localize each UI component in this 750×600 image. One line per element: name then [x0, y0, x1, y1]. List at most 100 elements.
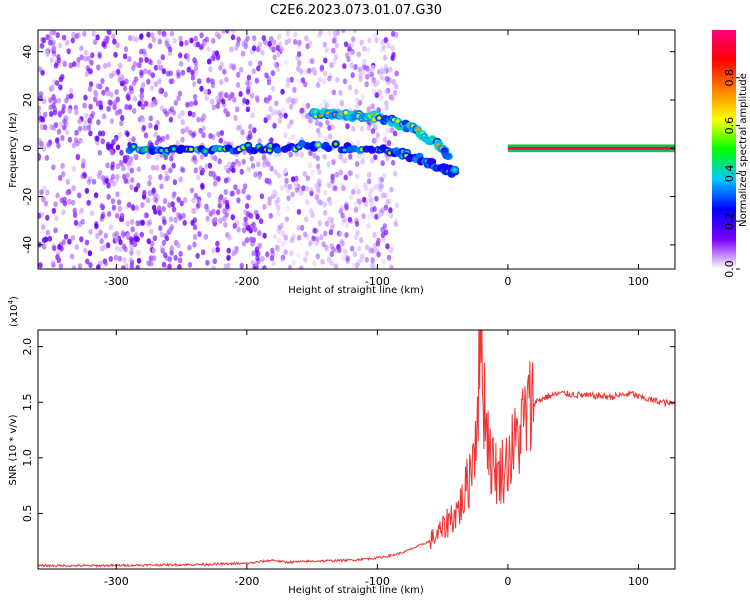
heatmap-cell: [178, 250, 183, 257]
heatmap-cell: [64, 97, 69, 104]
heatmap-cell: [238, 91, 243, 97]
heatmap-cell: [254, 261, 259, 268]
heatmap-cell: [216, 33, 222, 40]
heatmap-cell: [192, 234, 198, 240]
heatmap-cell: [224, 76, 229, 83]
heatmap-cell: [192, 208, 197, 215]
heatmap-cell: [82, 119, 88, 126]
heatmap-cell: [317, 168, 322, 175]
heatmap-cell: [338, 89, 343, 96]
heatmap-cell: [153, 197, 159, 204]
heatmap-cell: [299, 107, 305, 114]
heatmap-cell: [229, 46, 234, 53]
heatmap-cell: [117, 62, 123, 69]
heatmap-cell: [329, 243, 334, 250]
heatmap-cell: [54, 215, 59, 222]
heatmap-cell: [81, 158, 86, 165]
heatmap-cell: [231, 63, 236, 70]
heatmap-cell: [136, 249, 141, 256]
heatmap-cell: [82, 30, 87, 37]
heatmap-cell: [366, 125, 371, 132]
heatmap-cell: [222, 215, 227, 222]
heatmap-cell: [315, 82, 321, 89]
heatmap-cell: [101, 41, 106, 48]
heatmap-cell: [283, 132, 288, 139]
heatmap-cell: [368, 188, 374, 195]
heatmap-cell: [259, 193, 265, 200]
heatmap-cell: [177, 257, 183, 264]
heatmap-cell: [381, 44, 386, 51]
heatmap-cell: [324, 220, 330, 227]
heatmap-cell: [349, 49, 354, 56]
heatmap-cell: [203, 233, 209, 240]
heatmap-cell: [327, 30, 332, 36]
heatmap-cell: [42, 185, 47, 192]
heatmap-cell: [48, 39, 53, 46]
heatmap-cell: [217, 202, 222, 209]
heatmap-cell: [41, 37, 46, 44]
heatmap-cell: [193, 192, 199, 199]
x-tick-label: 0: [504, 575, 511, 588]
heatmap-cell: [253, 226, 258, 233]
heatmap-cell: [269, 137, 274, 144]
heatmap-cell: [121, 80, 126, 87]
heatmap-cell: [57, 110, 62, 117]
heatmap-cell: [94, 135, 99, 142]
heatmap-cell: [105, 162, 110, 169]
heatmap-cell: [38, 212, 42, 219]
heatmap-cell: [296, 224, 301, 231]
heatmap-cell: [299, 224, 305, 231]
heatmap-cell: [250, 162, 256, 169]
heatmap-cell: [210, 153, 215, 160]
heatmap-cell: [351, 36, 356, 43]
heatmap-cell: [377, 211, 382, 218]
heatmap-cell: [257, 138, 262, 145]
heatmap-cell: [315, 253, 320, 260]
heatmap-cell: [360, 158, 366, 165]
heatmap-cell: [246, 74, 252, 81]
heatmap-cell: [156, 135, 161, 142]
heatmap-cell: [358, 72, 363, 79]
heatmap-cell: [206, 58, 212, 65]
heatmap-cell: [231, 30, 236, 34]
heatmap-cell: [284, 97, 290, 103]
x-tick-label: -100: [365, 575, 390, 588]
heatmap-cell: [207, 191, 212, 198]
heatmap-cell: [70, 199, 76, 206]
heatmap-cell: [326, 161, 331, 168]
heatmap-cell: [128, 35, 133, 41]
heatmap-cell: [233, 184, 238, 191]
heatmap-cell: [379, 74, 384, 81]
heatmap-cell: [115, 163, 121, 170]
heatmap-cell: [335, 76, 340, 83]
heatmap-cell: [281, 240, 286, 247]
heatmap-cell: [88, 228, 93, 235]
heatmap-cell: [302, 231, 308, 238]
heatmap-cell: [83, 55, 88, 62]
heatmap-cell: [89, 113, 94, 120]
heatmap-cell: [139, 33, 144, 40]
heatmap-cell: [153, 131, 158, 138]
heatmap-cell: [236, 226, 241, 233]
heatmap-cell: [307, 117, 313, 124]
heatmap-cell: [119, 120, 124, 127]
heatmap-cell: [305, 175, 310, 182]
heatmap-cell: [144, 212, 149, 219]
heatmap-cell: [38, 154, 42, 161]
heatmap-cell: [298, 265, 304, 269]
heatmap-cell: [42, 243, 47, 250]
heatmap-cell: [67, 238, 72, 245]
heatmap-cell: [280, 88, 285, 95]
heatmap-cell: [203, 89, 208, 96]
heatmap-cell: [354, 88, 359, 95]
heatmap-cell: [252, 127, 257, 134]
main-carrier-peak: [203, 149, 208, 154]
heatmap-cell: [134, 154, 139, 161]
heatmap-cell: [78, 208, 83, 215]
heatmap-cell: [136, 182, 141, 189]
heatmap-cell: [84, 112, 89, 119]
colorbar: 0.0 0.2 0.4 0.6 0.8 Normalized spectral ampl…: [712, 30, 749, 278]
heatmap-cell: [372, 32, 377, 39]
heatmap-cell: [41, 196, 46, 203]
